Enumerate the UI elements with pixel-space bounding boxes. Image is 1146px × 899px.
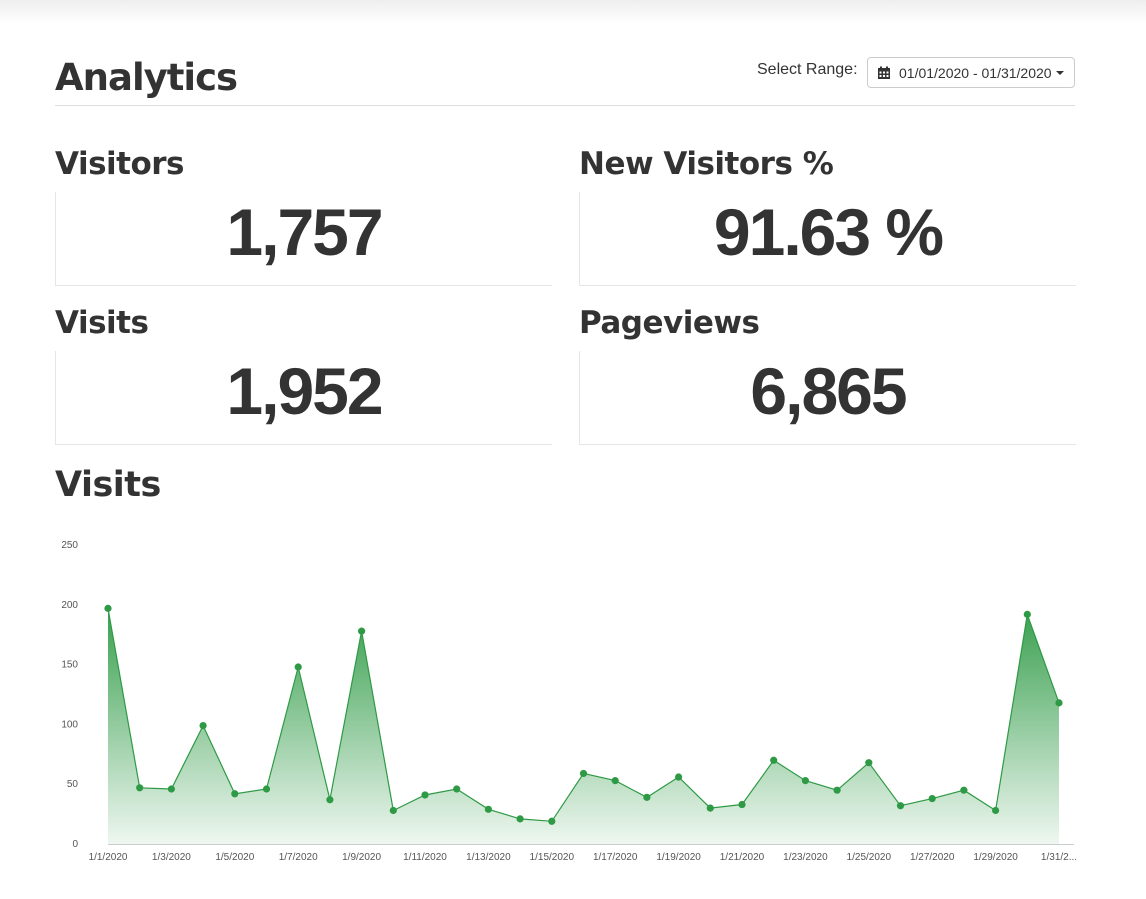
data-point[interactable] <box>770 756 778 764</box>
data-point[interactable] <box>516 815 524 823</box>
data-point[interactable] <box>738 800 746 809</box>
x-tick-label: 1/15/2020 <box>530 852 575 863</box>
data-point[interactable] <box>294 663 302 671</box>
stat-title-visits: Visits <box>55 305 149 341</box>
data-point[interactable] <box>199 721 207 730</box>
data-point[interactable] <box>865 759 873 767</box>
visits-area-fill <box>108 608 1059 844</box>
data-point[interactable] <box>548 817 556 825</box>
stat-value-new-visitors: 91.63 % <box>713 195 944 269</box>
data-point[interactable] <box>1023 610 1031 618</box>
x-tick-label: 1/19/2020 <box>656 852 701 863</box>
x-tick-label: 1/5/2020 <box>215 852 254 863</box>
x-tick-label: 1/29/2020 <box>973 852 1018 863</box>
stat-box-visitors: 1,757 <box>55 192 552 286</box>
data-point[interactable] <box>675 773 683 781</box>
stat-box-visits: 1,952 <box>55 351 552 445</box>
data-point[interactable] <box>389 806 397 815</box>
date-range-button[interactable]: 01/01/2020 - 01/31/2020 <box>867 57 1075 88</box>
top-shade <box>0 0 1146 24</box>
data-point[interactable] <box>611 777 619 785</box>
data-point[interactable] <box>643 793 651 801</box>
stat-title-pageviews: Pageviews <box>579 305 760 341</box>
data-point[interactable] <box>136 784 144 792</box>
y-tick-label: 250 <box>61 540 78 551</box>
x-tick-label: 1/1/2020 <box>89 852 128 863</box>
data-point[interactable] <box>262 785 271 793</box>
x-tick-label: 1/31/2... <box>1041 852 1077 863</box>
stat-value-visits: 1,952 <box>226 354 383 428</box>
stat-box-pageviews: 6,865 <box>579 351 1076 445</box>
date-range-value: 01/01/2020 - 01/31/2020 <box>899 64 1052 81</box>
stat-box-new-visitors: 91.63 % <box>579 192 1076 286</box>
x-tick-label: 1/7/2020 <box>279 852 318 863</box>
x-tick-label: 1/21/2020 <box>720 852 765 863</box>
y-tick-label: 0 <box>72 839 78 850</box>
x-tick-label: 1/11/2020 <box>403 852 447 863</box>
data-point[interactable] <box>928 794 936 803</box>
data-point[interactable] <box>992 806 1000 815</box>
data-point[interactable] <box>421 791 429 799</box>
data-point[interactable] <box>833 786 841 794</box>
data-point[interactable] <box>960 786 968 794</box>
y-tick-label: 50 <box>67 779 79 790</box>
stat-title-visitors: Visitors <box>55 146 185 182</box>
y-tick-label: 100 <box>61 719 78 730</box>
data-point[interactable] <box>801 777 810 785</box>
page-title: Analytics <box>55 56 238 99</box>
y-tick-label: 150 <box>61 660 78 671</box>
stat-title-new-visitors: New Visitors % <box>579 146 834 182</box>
x-tick-label: 1/13/2020 <box>466 852 511 863</box>
data-point[interactable] <box>1055 699 1063 707</box>
range-label: Select Range: <box>757 61 858 78</box>
data-point[interactable] <box>896 802 905 810</box>
calendar-icon <box>878 66 890 79</box>
x-tick-label: 1/17/2020 <box>593 852 638 863</box>
data-point[interactable] <box>231 790 239 798</box>
x-tick-label: 1/23/2020 <box>783 852 828 863</box>
x-tick-label: 1/9/2020 <box>342 852 381 863</box>
chart-title: Visits <box>55 465 161 505</box>
y-tick-label: 200 <box>61 600 78 611</box>
x-tick-label: 1/3/2020 <box>152 852 191 863</box>
header-divider <box>55 105 1075 106</box>
data-point[interactable] <box>167 785 175 793</box>
data-point[interactable] <box>358 627 366 635</box>
x-tick-label: 1/27/2020 <box>910 852 955 863</box>
data-point[interactable] <box>484 805 492 813</box>
data-point[interactable] <box>579 769 588 778</box>
data-point[interactable] <box>104 604 112 612</box>
data-point[interactable] <box>326 796 334 804</box>
data-point[interactable] <box>453 785 461 793</box>
caret-down-icon <box>1055 70 1064 75</box>
x-tick-label: 1/25/2020 <box>847 852 892 863</box>
stat-value-visitors: 1,757 <box>226 195 383 269</box>
visits-chart: 0 50 100 150 200 250 1/1/2020 1/3/2020 1/5/2020… <box>61 540 1077 863</box>
stat-value-pageviews: 6,865 <box>750 354 907 428</box>
data-point[interactable] <box>706 804 714 812</box>
